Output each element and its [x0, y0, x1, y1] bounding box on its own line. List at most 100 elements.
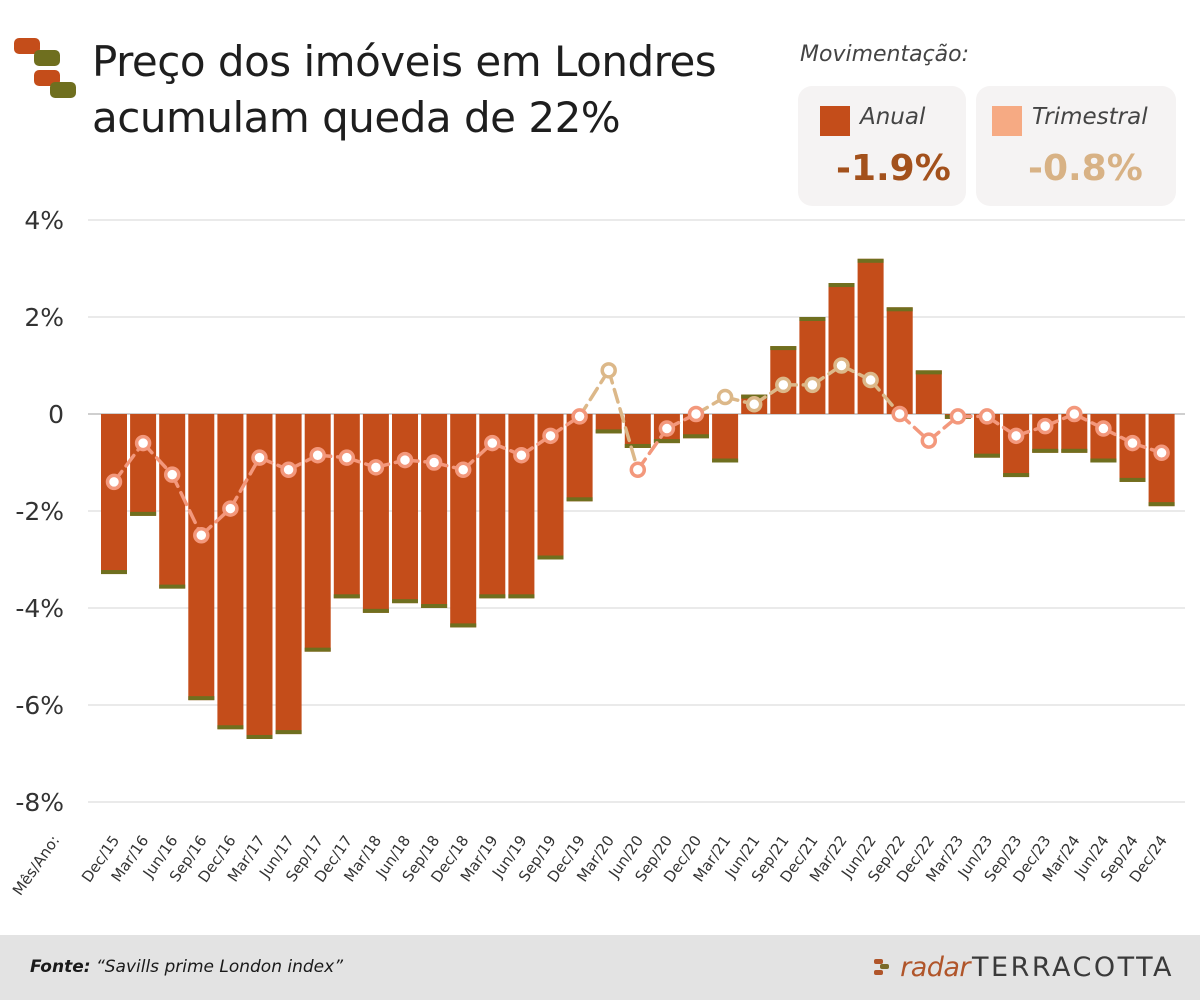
line-point: [105, 473, 123, 491]
brand-mark-icon: [874, 959, 890, 975]
bar-cap: [799, 317, 826, 321]
x-axis-title: Mês/Ano:: [9, 832, 63, 899]
line-point: [775, 376, 792, 394]
bar-cap: [217, 725, 244, 730]
line-point: [745, 396, 763, 413]
bar-cap: [159, 584, 186, 589]
annual-value: -1.9%: [836, 148, 951, 189]
title-line-1: Preço dos imóveis em Londres: [92, 37, 717, 86]
y-tick-label: 0: [48, 400, 64, 429]
bar: [595, 414, 622, 434]
bar: [159, 414, 186, 589]
line-point: [542, 427, 559, 445]
bar-cap: [857, 258, 884, 263]
footer: Fonte: “Savills prime London index” rada…: [0, 935, 1200, 1000]
y-tick-label: -2%: [15, 497, 64, 526]
line-point: [1095, 420, 1112, 437]
line-point: [338, 449, 356, 466]
line-point: [891, 405, 908, 423]
y-tick-label: -4%: [15, 594, 64, 623]
bar-cap: [1032, 448, 1059, 453]
bar-cap: [886, 307, 913, 312]
source-label: Fonte:: [30, 957, 91, 977]
line-point: [513, 446, 530, 464]
line-point: [367, 459, 385, 476]
brand-terracotta: TERRACOTTA: [972, 951, 1174, 983]
line-point: [309, 446, 326, 464]
bar-cap: [304, 647, 331, 652]
line-point: [978, 408, 996, 425]
bar-cap: [333, 594, 360, 599]
bar: [915, 370, 942, 414]
bar: [188, 414, 215, 701]
quarterly-swatch-icon: [992, 106, 1022, 136]
line-point: [163, 466, 181, 483]
legend-heading: Movimentação:: [800, 42, 970, 67]
annual-swatch-icon: [820, 106, 850, 136]
source-text: “Savills prime London index”: [95, 957, 344, 977]
line-point: [920, 432, 938, 449]
line-point: [1066, 405, 1083, 423]
bar-cap: [653, 439, 680, 444]
bar-cap: [246, 734, 273, 739]
line-point: [1153, 444, 1170, 462]
bar-cap: [770, 346, 797, 351]
line-point: [716, 388, 734, 406]
bar-cap: [188, 696, 215, 701]
line-point: [193, 527, 210, 544]
bar: [362, 414, 389, 613]
bar-cap: [450, 623, 477, 628]
line-segment: [228, 455, 262, 511]
source-note: Fonte: “Savills prime London index”: [30, 957, 343, 977]
line-point: [629, 461, 647, 479]
bar: [799, 317, 826, 414]
bar-cap: [130, 511, 157, 516]
quarterly-label: Trimestral: [1032, 104, 1148, 130]
bar-cap: [1090, 458, 1117, 463]
bar: [450, 414, 477, 628]
line-point: [251, 449, 268, 466]
y-tick-label: 4%: [24, 206, 64, 235]
line-point: [804, 376, 821, 394]
bar-cap: [101, 570, 127, 575]
brand-logo-icon: [14, 38, 76, 98]
bar-cap: [915, 370, 942, 375]
line-point: [222, 500, 239, 517]
line-point: [454, 461, 472, 479]
bar: [712, 414, 739, 463]
bar-cap: [421, 604, 448, 608]
bar-cap: [537, 555, 564, 560]
legend-card-quarterly: Trimestral -0.8%: [976, 86, 1176, 206]
brand-radar: radar: [900, 951, 971, 983]
line-point: [280, 461, 297, 479]
bar-cap: [1119, 477, 1146, 482]
bar-cap: [566, 497, 593, 502]
line-point: [425, 454, 443, 471]
quarterly-value: -0.8%: [1028, 148, 1143, 189]
bar: [1003, 414, 1030, 478]
y-tick-label: 2%: [24, 303, 64, 332]
bar-cap: [362, 608, 389, 613]
bar: [246, 414, 273, 739]
bar: [130, 414, 157, 516]
y-tick-label: -8%: [15, 788, 64, 817]
bar-cap: [683, 434, 709, 439]
bar: [886, 307, 913, 414]
bar-cap: [508, 594, 535, 599]
line-point: [571, 408, 588, 425]
line-segment: [170, 472, 204, 537]
bar-cap: [1003, 473, 1030, 478]
line-segment: [577, 368, 611, 419]
bar-cap: [974, 453, 1000, 458]
bar-cap: [828, 283, 855, 288]
bar: [421, 414, 448, 608]
y-tick-label: -6%: [15, 691, 64, 720]
bar: [101, 414, 127, 575]
line-point: [1036, 417, 1054, 435]
bar: [217, 414, 244, 730]
bar-cap: [1148, 502, 1175, 507]
bar: [624, 414, 651, 448]
bar: [333, 414, 360, 599]
bar: [566, 414, 593, 502]
chart: 4%2%0-2%-4%-6%-8%Mês/Ano: Dec/15Mar/16Jun…: [9, 206, 1185, 899]
